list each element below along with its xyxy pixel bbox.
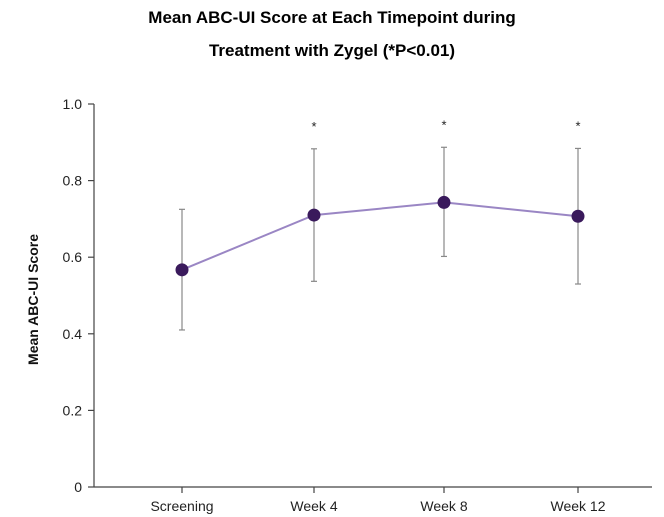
significance-marker: * [441,117,446,132]
data-point [307,208,321,222]
significance-marker: * [575,118,580,133]
chart-title-line-2: Treatment with Zygel (*P<0.01) [208,41,456,60]
y-tick-label: 0.6 [63,249,83,265]
data-point [437,195,451,209]
chart-title-line-1: Mean ABC-UI Score at Each Timepoint duri… [148,8,516,27]
y-tick-label: 0.2 [63,402,83,418]
data-point [175,263,189,277]
y-axis-title: Mean ABC-UI Score [25,234,41,365]
y-tick-label: 1.0 [63,96,83,112]
data-point [571,209,585,223]
x-tick-label: Screening [150,498,213,514]
x-tick-label: Week 12 [551,498,606,514]
significance-marker: * [311,119,316,134]
axes [88,103,652,493]
error-bars [179,146,581,331]
x-tick-label: Week 4 [290,498,337,514]
labels: 0 0.2 0.4 0.6 0.8 1.0 Screening Week 4 Week 8 Wee… [25,96,606,514]
y-tick-label: 0.4 [63,326,83,342]
y-tick-label: 0.8 [63,173,83,189]
y-tick-label: 0 [74,479,82,495]
series-line-group [181,201,579,271]
data-markers [175,195,585,277]
series-line [181,201,579,271]
x-tick-label: Week 8 [420,498,467,514]
